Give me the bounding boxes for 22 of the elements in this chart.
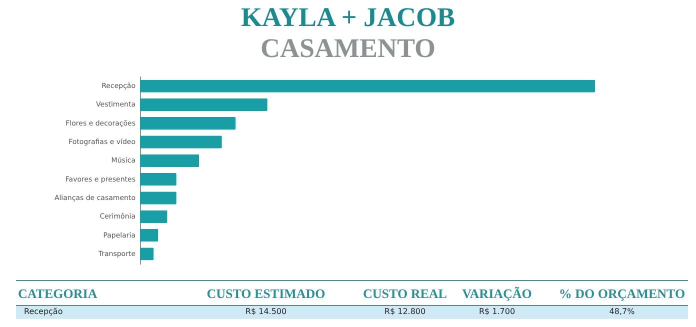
text: R$ 12.800 xyxy=(384,307,426,316)
text: CUSTO ESTIMADO xyxy=(206,286,326,302)
bar xyxy=(140,98,268,112)
bar xyxy=(140,210,168,223)
bar xyxy=(140,192,176,204)
bar xyxy=(140,248,154,260)
bar xyxy=(140,117,236,130)
text: 48,7% xyxy=(609,307,635,316)
text: CUSTO REAL xyxy=(363,286,447,302)
text: VARIAÇÃO xyxy=(462,286,532,302)
bar xyxy=(140,154,200,168)
text: CATEGORIA xyxy=(18,286,98,302)
chart-title: KAYLA + JACOB xyxy=(240,2,456,32)
text: R$ 1.700 xyxy=(478,307,516,316)
bar xyxy=(140,80,595,92)
bar xyxy=(140,172,176,186)
text: R$ 14.500 xyxy=(245,307,287,316)
bar xyxy=(140,228,158,242)
bar xyxy=(140,136,222,148)
text: Recepção xyxy=(24,307,63,316)
chart-subtitle: CASAMENTO xyxy=(259,33,437,63)
text: % DO ORÇAMENTO xyxy=(558,286,686,302)
